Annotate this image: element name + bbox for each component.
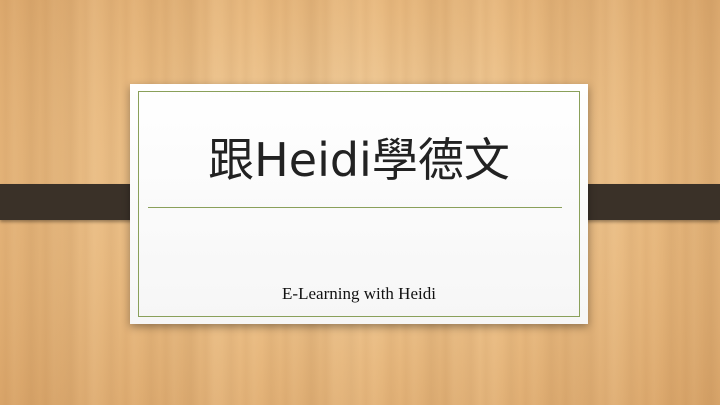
slide-subtitle: E-Learning with Heidi <box>282 284 436 303</box>
right-dark-band <box>576 184 720 220</box>
title-card: 跟Heidi學德文 E-Learning with Heidi <box>130 84 588 324</box>
title-divider <box>148 207 562 208</box>
left-dark-band <box>0 184 148 220</box>
card-inner-frame <box>138 91 580 317</box>
slide-title: 跟Heidi學德文 <box>208 133 510 187</box>
